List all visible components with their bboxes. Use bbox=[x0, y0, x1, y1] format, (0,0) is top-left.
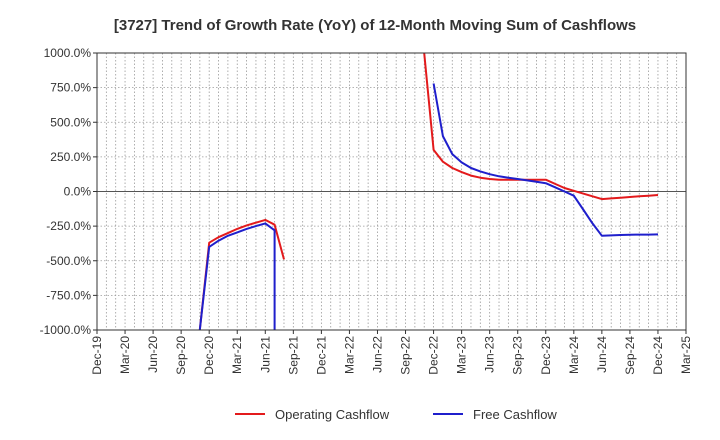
x-tick-label: Mar-23 bbox=[455, 336, 469, 374]
x-tick-label: Mar-20 bbox=[118, 336, 132, 374]
x-tick-label: Sep-20 bbox=[174, 336, 188, 375]
x-tick-label: Dec-19 bbox=[90, 336, 104, 375]
y-tick-label: 1000.0% bbox=[44, 46, 92, 60]
x-tick-label: Mar-22 bbox=[342, 336, 356, 374]
grid-lines bbox=[97, 52, 686, 331]
operating-cashflow-line bbox=[423, 53, 659, 201]
legend: Operating Cashflow Free Cashflow bbox=[235, 407, 557, 422]
y-tick-label: -500.0% bbox=[46, 254, 91, 268]
y-tick-label: 750.0% bbox=[50, 81, 91, 95]
x-tick-label: Dec-23 bbox=[539, 336, 553, 375]
x-tick-label: Sep-23 bbox=[511, 336, 525, 375]
x-tick-label: Mar-25 bbox=[679, 336, 693, 374]
x-tick-label: Sep-24 bbox=[623, 336, 637, 375]
free-cashflow-line bbox=[432, 83, 659, 237]
y-tick-label: 250.0% bbox=[50, 150, 91, 164]
y-tick-label: 500.0% bbox=[50, 115, 91, 129]
x-axis: Dec-19 Mar-20 Jun-20 Sep-20 Dec-20 Mar-21 Jun-… bbox=[90, 330, 693, 375]
operating-cashflow-line bbox=[198, 218, 285, 330]
x-tick-label: Jun-24 bbox=[595, 336, 609, 373]
x-tick-label: Dec-20 bbox=[202, 336, 216, 375]
legend-label-free-cashflow: Free Cashflow bbox=[473, 407, 557, 422]
y-axis: 1000.0% 750.0% 500.0% 250.0% 0.0% -250.0% -500… bbox=[40, 46, 97, 337]
x-tick-label: Mar-24 bbox=[567, 336, 581, 374]
x-tick-label: Sep-21 bbox=[286, 336, 300, 375]
x-tick-label: Jun-20 bbox=[146, 336, 160, 373]
chart-title: [3727] Trend of Growth Rate (YoY) of 12-… bbox=[114, 17, 636, 34]
y-tick-label: -1000.0% bbox=[40, 323, 92, 337]
x-tick-label: Jun-22 bbox=[370, 336, 384, 373]
x-tick-label: Mar-21 bbox=[230, 336, 244, 374]
x-tick-label: Dec-24 bbox=[651, 336, 665, 375]
y-tick-label: 0.0% bbox=[64, 185, 92, 199]
plot-area bbox=[198, 53, 659, 330]
x-tick-label: Sep-22 bbox=[399, 336, 413, 375]
x-tick-label: Jun-23 bbox=[483, 336, 497, 373]
x-tick-label: Jun-21 bbox=[258, 336, 272, 373]
x-tick-label: Dec-21 bbox=[314, 336, 328, 375]
x-tick-label: Dec-22 bbox=[427, 336, 441, 375]
plot-border bbox=[96, 52, 687, 331]
free-cashflow-line bbox=[198, 222, 276, 330]
y-tick-label: -750.0% bbox=[46, 288, 91, 302]
y-tick-label: -250.0% bbox=[46, 219, 91, 233]
legend-label-operating-cashflow: Operating Cashflow bbox=[275, 407, 390, 422]
series-lines bbox=[198, 53, 659, 330]
